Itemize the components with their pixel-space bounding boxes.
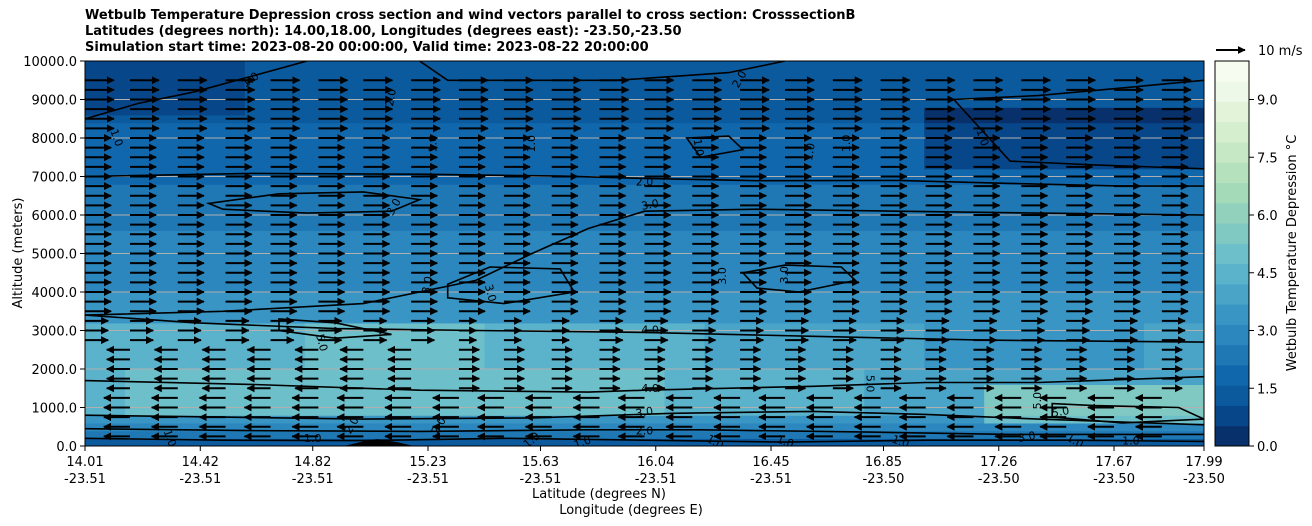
contour-label: 3.0: [482, 283, 499, 303]
x-tick-label-lon: -23.51: [179, 472, 221, 487]
x-tick-label-lat: 14.01: [66, 455, 103, 470]
colorbar-swatch: [1215, 121, 1249, 143]
colorbar-tick-label: 0.0: [1257, 440, 1278, 455]
terrain: [343, 439, 414, 446]
colorbar-tick-label: 3.0: [1257, 325, 1278, 340]
x-axis-label: Latitude (degrees N): [532, 487, 666, 502]
contour-label: 5.0: [313, 333, 330, 353]
x-tick-label-lat: 15.23: [409, 455, 446, 470]
colorbar-swatch: [1215, 304, 1249, 325]
y-tick-label: 9000.0: [32, 94, 78, 109]
x-tick-label-lon: -23.50: [1093, 472, 1135, 487]
x-tick-label-lon: -23.50: [1183, 472, 1225, 487]
quiver-key: 10 m/s: [1216, 44, 1303, 59]
title-line-2: Latitudes (degrees north): 14.00,18.00, …: [85, 24, 682, 39]
colorbar-swatch: [1215, 142, 1249, 163]
x-axis-ticks: 14.01 -23.51 14.42 -23.51 14.82 -23.51 15.23 -2…: [64, 446, 1225, 487]
colorbar-label: Wetbulb Temperature Depression °C: [1285, 135, 1300, 372]
colorbar-swatch: [1215, 202, 1249, 224]
x-tick-label-lat: 17.99: [1185, 455, 1222, 470]
colorbar-swatch: [1215, 162, 1249, 184]
terrain-bump: [343, 439, 414, 446]
contour-label: 3.0: [1017, 429, 1036, 445]
colorbar: 0.0 1.5 3.0 4.5 6.0 7.5 9.0: [1214, 60, 1278, 455]
colorbar-swatch: [1215, 223, 1249, 244]
y-tick-label: 6000.0: [32, 209, 78, 224]
contour-line: [85, 375, 1204, 393]
colorbar-swatch: [1215, 182, 1249, 204]
colorbar-swatch: [1215, 405, 1249, 427]
colorbar-swatch: [1215, 385, 1249, 406]
contour-label: 3.0: [778, 266, 791, 284]
colorbar-swatch: [1215, 283, 1249, 305]
colorbar-swatch: [1215, 324, 1249, 346]
colorbar-tick-label: 4.5: [1257, 267, 1278, 282]
contour-label: 1.0: [107, 127, 125, 148]
x-tick-label-lat: 16.04: [637, 455, 674, 470]
wind-vectors: [85, 76, 1192, 441]
colorbar-tick-label: 7.5: [1257, 151, 1278, 166]
contour-line: [85, 437, 1204, 443]
contour-label: 3.0: [716, 267, 729, 285]
y-tick-label: 4000.0: [32, 286, 78, 301]
x-tick-label-lat: 14.82: [294, 455, 331, 470]
title-line-3: Simulation start time: 2023-08-20 00:00:…: [85, 40, 649, 55]
title-line-1: Wetbulb Temperature Depression cross sec…: [85, 8, 856, 23]
x-tick-label-lon: -23.51: [635, 472, 677, 487]
x-tick-label-lat: 16.85: [865, 455, 902, 470]
x-tick-label-lat: 16.45: [752, 455, 789, 470]
colorbar-swatch: [1215, 101, 1249, 123]
x-tick-label-lon: -23.51: [407, 472, 449, 487]
x-tick-label-lon: -23.51: [520, 472, 562, 487]
colorbar-tick-label: 9.0: [1257, 94, 1278, 109]
chart-title: Wetbulb Temperature Depression cross sec…: [85, 8, 855, 56]
colorbar-swatch: [1215, 364, 1249, 386]
colorbar-frame: [1214, 60, 1250, 447]
x-tick-label-lon: -23.51: [750, 472, 792, 487]
y-tick-label: 7000.0: [32, 171, 78, 186]
colorbar-swatch: [1215, 425, 1249, 447]
contour-label: 1.0: [304, 432, 322, 445]
x-tick-label-lat: 15.63: [522, 455, 559, 470]
y-axis-ticks: 0.0 1000.0 2000.0 3000.0 4000.0 5000.0 6000.0 7…: [23, 55, 85, 455]
x-tick-label-lon: -23.50: [863, 472, 905, 487]
y-tick-label: 5000.0: [32, 248, 78, 263]
colorbar-swatch: [1215, 81, 1249, 103]
x-axis-label-2: Longitude (degrees E): [559, 503, 703, 518]
colorbar-tick-label: 6.0: [1257, 209, 1278, 224]
y-tick-label: 1000.0: [32, 402, 78, 417]
colorbar-swatch: [1215, 61, 1249, 82]
x-tick-label-lon: -23.51: [292, 472, 334, 487]
colorbar-swatch: [1215, 243, 1249, 265]
contour-label: 1.0: [1122, 434, 1140, 447]
contour-line: [85, 172, 1204, 187]
y-tick-label: 8000.0: [32, 132, 78, 147]
colorbar-tick-label: 1.5: [1257, 382, 1278, 397]
contour-loop: [278, 318, 392, 340]
x-tick-label-lon: -23.50: [978, 472, 1020, 487]
x-tick-label-lat: 14.42: [182, 455, 219, 470]
y-tick-label: 10000.0: [23, 55, 77, 70]
y-tick-label: 0.0: [56, 440, 77, 455]
contour-line: [85, 61, 308, 120]
contour-label: 5.0: [863, 375, 876, 393]
colorbar-swatch: [1215, 263, 1249, 285]
contour-line: [85, 427, 1204, 436]
contour-line: [85, 208, 1204, 316]
quiver-key-label: 10 m/s: [1258, 44, 1303, 59]
x-tick-label-lat: 17.26: [980, 455, 1017, 470]
x-tick-label-lat: 17.67: [1095, 455, 1132, 470]
y-axis-label: Altitude (meters): [11, 198, 26, 309]
y-tick-label: 3000.0: [32, 325, 78, 340]
colorbar-swatch: [1215, 344, 1249, 366]
y-tick-label: 2000.0: [32, 363, 78, 378]
x-tick-label-lon: -23.51: [64, 472, 106, 487]
